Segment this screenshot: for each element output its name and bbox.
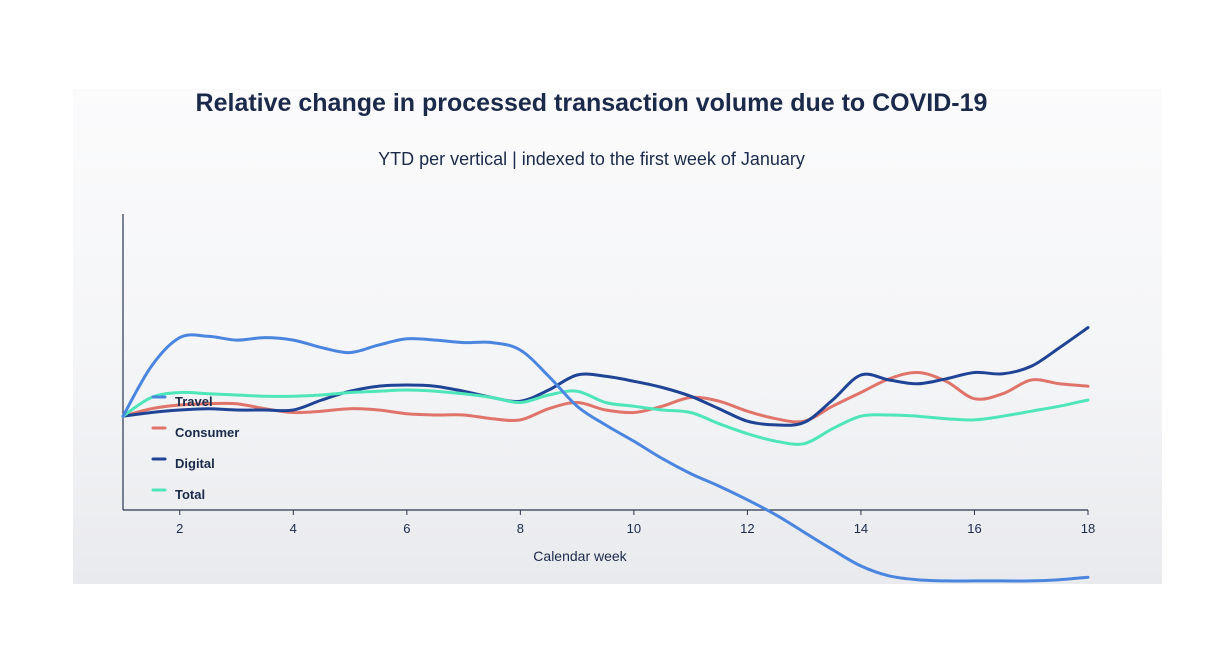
x-tick-label: 18 (1081, 521, 1095, 536)
x-tick-label: 4 (290, 521, 297, 536)
chart-panel (73, 89, 1162, 584)
series-line-total (121, 388, 1090, 446)
x-tick-label: 8 (517, 521, 524, 536)
series-line-digital (121, 326, 1090, 427)
legend-label-total: Total (175, 487, 205, 502)
chart-subtitle: YTD per vertical | indexed to the first … (378, 149, 805, 169)
series-lines (121, 326, 1090, 583)
x-tick-label: 10 (627, 521, 641, 536)
x-tick-label: 14 (854, 521, 868, 536)
series-line-travel (121, 333, 1090, 583)
x-axis-title: Calendar week (533, 548, 627, 564)
x-tick-label: 12 (740, 521, 754, 536)
x-tick-label: 6 (403, 521, 410, 536)
x-tick-label: 2 (176, 521, 183, 536)
x-ticks: 2 4 6 8 10 12 14 16 18 (176, 510, 1095, 536)
legend-label-travel: Travel (175, 394, 213, 409)
chart-title: Relative change in processed transaction… (195, 89, 988, 117)
legend-label-consumer: Consumer (175, 425, 239, 440)
x-tick-label: 16 (967, 521, 981, 536)
legend-label-digital: Digital (175, 456, 215, 471)
legend: Travel Consumer Digital Total (151, 394, 239, 502)
